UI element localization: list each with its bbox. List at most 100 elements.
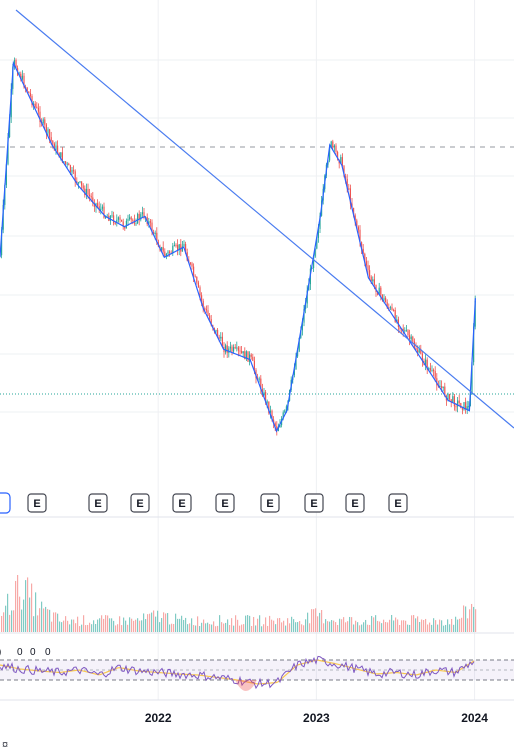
candle-body [389, 307, 391, 309]
volume-bar [61, 622, 63, 632]
candle-body [68, 163, 70, 166]
volume-bar [175, 613, 177, 632]
volume-bar [397, 619, 399, 632]
volume-bar [461, 617, 463, 632]
candle-body [260, 378, 262, 390]
volume-bar [393, 620, 395, 632]
volume-bar [81, 624, 83, 632]
candle-body [85, 189, 87, 196]
candle-body [169, 251, 171, 254]
earnings-badge[interactable]: E [172, 493, 192, 513]
volume-bar [29, 597, 31, 632]
volume-bar [1, 615, 3, 632]
earnings-badge[interactable]: E [215, 493, 235, 513]
candle-body [125, 220, 127, 229]
candle-body [172, 245, 174, 254]
volume-bar [339, 618, 341, 632]
volume-bar [337, 624, 339, 632]
candle-body [333, 145, 335, 147]
earnings-badge[interactable]: E [345, 493, 365, 513]
volume-bar [411, 615, 413, 632]
candle-body [226, 345, 228, 353]
candle-body [143, 212, 145, 218]
candle-body [73, 169, 75, 172]
earnings-badge[interactable]: E [88, 493, 108, 513]
candle-body [233, 347, 235, 352]
volume-bar [183, 619, 185, 632]
volume-bar [315, 608, 317, 632]
volume-bar [367, 624, 369, 632]
candle-body [28, 91, 30, 94]
volume-bar [211, 624, 213, 632]
candle-body [63, 161, 65, 163]
candle-body [380, 287, 382, 295]
earnings-badge-label: E [266, 498, 273, 510]
earnings-badge[interactable]: E [260, 493, 280, 513]
volume-bar [93, 620, 95, 632]
candle-body [13, 60, 15, 67]
volume-bar [457, 619, 459, 632]
event-badge-partial[interactable] [0, 492, 11, 514]
candle-body [297, 351, 299, 357]
candle-body [466, 406, 468, 410]
volume-bar [173, 624, 175, 632]
earnings-badge-label: E [394, 498, 401, 510]
volume-bar [127, 624, 129, 632]
candle-body [148, 221, 150, 225]
volume-bar [269, 615, 271, 632]
candle-body [412, 336, 414, 342]
volume-bar [23, 599, 25, 632]
trendline[interactable] [15, 9, 514, 429]
earnings-badge[interactable]: E [388, 493, 408, 513]
volume-bar [113, 620, 115, 632]
volume-bar [327, 621, 329, 632]
volume-bar [261, 626, 263, 632]
candle-body [34, 103, 36, 107]
earnings-badge[interactable]: E [27, 493, 47, 513]
volume-bar [165, 613, 167, 632]
candle-body [98, 206, 100, 210]
candle-body [463, 402, 465, 410]
volume-bar [431, 624, 433, 632]
earnings-badge[interactable]: E [304, 493, 324, 513]
volume-bar [275, 624, 277, 632]
earnings-badge[interactable]: E [130, 493, 150, 513]
volume-bar [139, 620, 141, 632]
candle-body [341, 157, 343, 167]
volume-bar [299, 620, 301, 632]
candle-body [468, 406, 470, 408]
candle-body [266, 401, 268, 403]
volume-bar [37, 615, 39, 632]
volume-bar [33, 616, 35, 632]
volume-bar [133, 620, 135, 632]
candle-body [218, 337, 220, 339]
volume-bar [19, 596, 21, 632]
candle-body [306, 290, 308, 304]
candle-body [276, 426, 278, 432]
candle-body [53, 143, 55, 151]
volume-bar [89, 622, 91, 632]
candle-body [178, 244, 180, 251]
candle-body [378, 287, 380, 295]
volume-bar [265, 617, 267, 632]
volume-bar [163, 612, 165, 632]
candle-body [349, 188, 351, 204]
volume-bar [341, 619, 343, 632]
candle-body [31, 96, 33, 105]
candle-body [465, 402, 467, 410]
earnings-badge-box [27, 493, 47, 513]
volume-bar [251, 625, 253, 632]
volume-bar [463, 605, 465, 632]
candle-body [44, 119, 46, 125]
volume-bar [389, 619, 391, 632]
candle-body [74, 171, 76, 182]
candle-body [263, 392, 265, 396]
volume-bar [9, 614, 11, 632]
candle-body [15, 60, 17, 69]
volume-bar [119, 616, 121, 632]
earnings-badge-label: E [221, 498, 228, 510]
candle-body [164, 251, 166, 257]
x-tick-label: 2023 [303, 711, 330, 725]
